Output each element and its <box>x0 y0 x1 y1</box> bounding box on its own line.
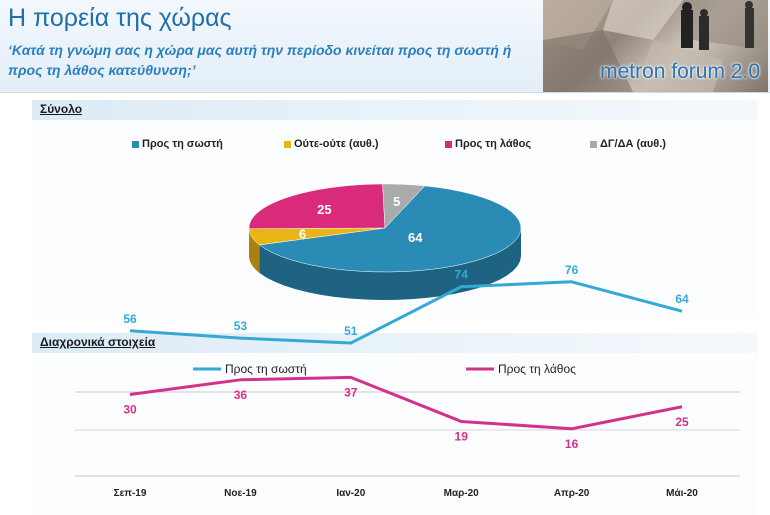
legend-item-right: Προς τη σωστή <box>132 138 223 150</box>
logo: metron forum 2.0 <box>543 0 768 92</box>
legend-swatch-neither <box>284 140 291 148</box>
legend-item-wrong: Προς τη λάθος <box>445 138 531 150</box>
legend-swatch-wrong <box>445 140 452 148</box>
legend-label: Προς τη λάθος <box>455 138 532 150</box>
survey-question: ‘Κατά τη γνώμη σας η χώρα μας αυτή την π… <box>8 42 512 78</box>
legend-item-dk: ΔΓ/ΔΑ (αυθ.) <box>590 138 666 150</box>
line-panel <box>32 352 758 515</box>
section-bar-trend: Διαχρονικά στοιχεία <box>32 333 758 353</box>
section-title-trend: Διαχρονικά στοιχεία <box>40 335 156 349</box>
logo-graphic <box>543 0 768 92</box>
header: Η πορεία της χώρας ‘Κατά τη γνώμη σας η … <box>0 0 770 93</box>
section-title-total: Σύνολο <box>40 102 83 116</box>
logo-text: metron forum 2.0 <box>600 60 760 83</box>
section-bar-total: Σύνολο <box>32 100 758 120</box>
page-title: Η πορεία της χώρας <box>8 4 232 32</box>
legend-label: Προς τη σωστή <box>142 138 223 150</box>
data-label: 53 <box>234 319 248 333</box>
legend-label: Ούτε-ούτε (αυθ.) <box>294 138 379 150</box>
legend-swatch-right <box>132 140 139 148</box>
legend-item-neither: Ούτε-ούτε (αυθ.) <box>284 138 379 150</box>
legend-label: ΔΓ/ΔΑ (αυθ.) <box>600 138 666 150</box>
legend-swatch-dk <box>590 140 597 148</box>
